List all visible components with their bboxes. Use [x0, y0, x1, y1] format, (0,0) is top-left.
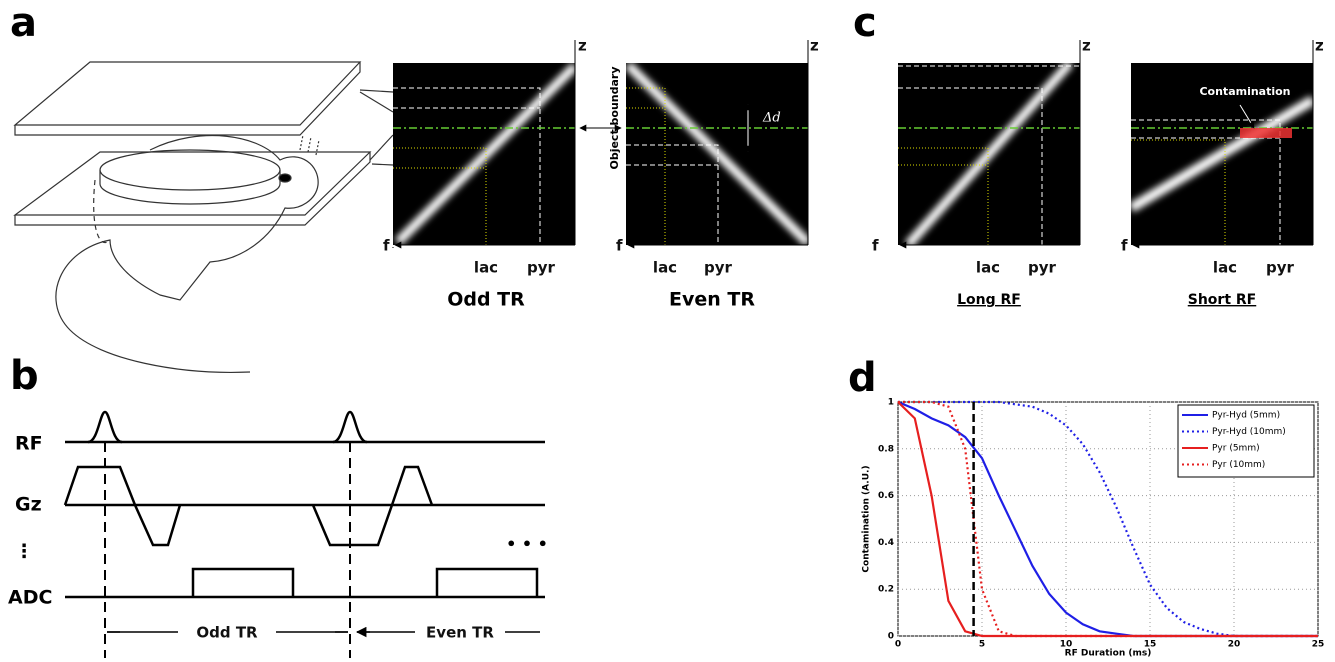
x-axis-label: RF Duration (ms)	[1065, 649, 1152, 659]
caption: Odd TR	[447, 289, 525, 311]
x-tick-label: 5	[979, 640, 985, 650]
even-tr-label: Even TR	[426, 624, 494, 642]
x-tick-label: 0	[895, 640, 901, 650]
legend-label: Pyr-Hyd (10mm)	[1212, 427, 1286, 437]
lac-label: lac	[976, 259, 1000, 277]
pyr-label: pyr	[1028, 259, 1057, 277]
odd-tr-label: Odd TR	[196, 624, 258, 642]
axis-z: z	[1082, 37, 1091, 55]
y-tick-label: 0	[888, 632, 894, 642]
panel-label: b	[10, 353, 39, 399]
y-tick-label: 0.2	[878, 585, 894, 595]
row-label: RF	[15, 433, 43, 455]
delta-label: Δd	[762, 111, 781, 126]
pyr-label: pyr	[1266, 259, 1295, 277]
mouse-illustration	[13, 61, 394, 373]
panel-label: d	[848, 355, 877, 401]
x-tick-label: 20	[1228, 640, 1241, 650]
boundary-label: Object boundary	[608, 66, 621, 169]
axis-z: z	[1315, 37, 1324, 55]
row-label: ADC	[8, 587, 52, 609]
axis-f: f	[616, 237, 623, 255]
y-tick-label: 0.4	[878, 538, 894, 548]
y-tick-label: 1	[888, 398, 894, 408]
panel-label: c	[853, 0, 877, 46]
panel-label: a	[10, 0, 37, 46]
y-axis-label: Contamination (A.U.)	[862, 465, 872, 572]
legend-label: Pyr-Hyd (5mm)	[1212, 411, 1280, 421]
lac-label: lac	[653, 259, 677, 277]
legend-box	[1177, 404, 1315, 478]
pulse-sequence	[63, 410, 545, 662]
annotation: Contamination	[1199, 85, 1290, 98]
legend-label: Pyr (10mm)	[1212, 460, 1265, 470]
pyr-label: pyr	[704, 259, 733, 277]
axis-z: z	[578, 37, 587, 55]
caption: Even TR	[669, 289, 755, 311]
series-line	[897, 401, 1318, 638]
axis-f: f	[383, 237, 390, 255]
lac-label: lac	[1213, 259, 1237, 277]
mri-even	[579, 40, 812, 245]
axis-f: f	[872, 237, 879, 255]
pyr-label: pyr	[527, 259, 556, 277]
axis-f: f	[1121, 237, 1128, 255]
x-tick-label: 15	[1144, 640, 1157, 650]
ellipsis: • • •	[506, 535, 548, 554]
row-label: Gz	[15, 494, 42, 516]
y-tick-label: 0.8	[878, 444, 894, 454]
axis-z: z	[810, 37, 819, 55]
legend-label: Pyr (5mm)	[1212, 444, 1260, 454]
x-tick-label: 25	[1312, 640, 1325, 650]
row-label: ⋮	[15, 541, 34, 563]
caption: Long RF	[957, 292, 1021, 308]
caption: Short RF	[1188, 292, 1256, 308]
mri-short	[1131, 40, 1316, 245]
x-tick-label: 10	[1060, 640, 1073, 650]
mri-long	[898, 40, 1081, 245]
y-tick-label: 0.6	[878, 491, 894, 501]
lac-label: lac	[474, 259, 498, 277]
mri-odd	[393, 40, 579, 248]
